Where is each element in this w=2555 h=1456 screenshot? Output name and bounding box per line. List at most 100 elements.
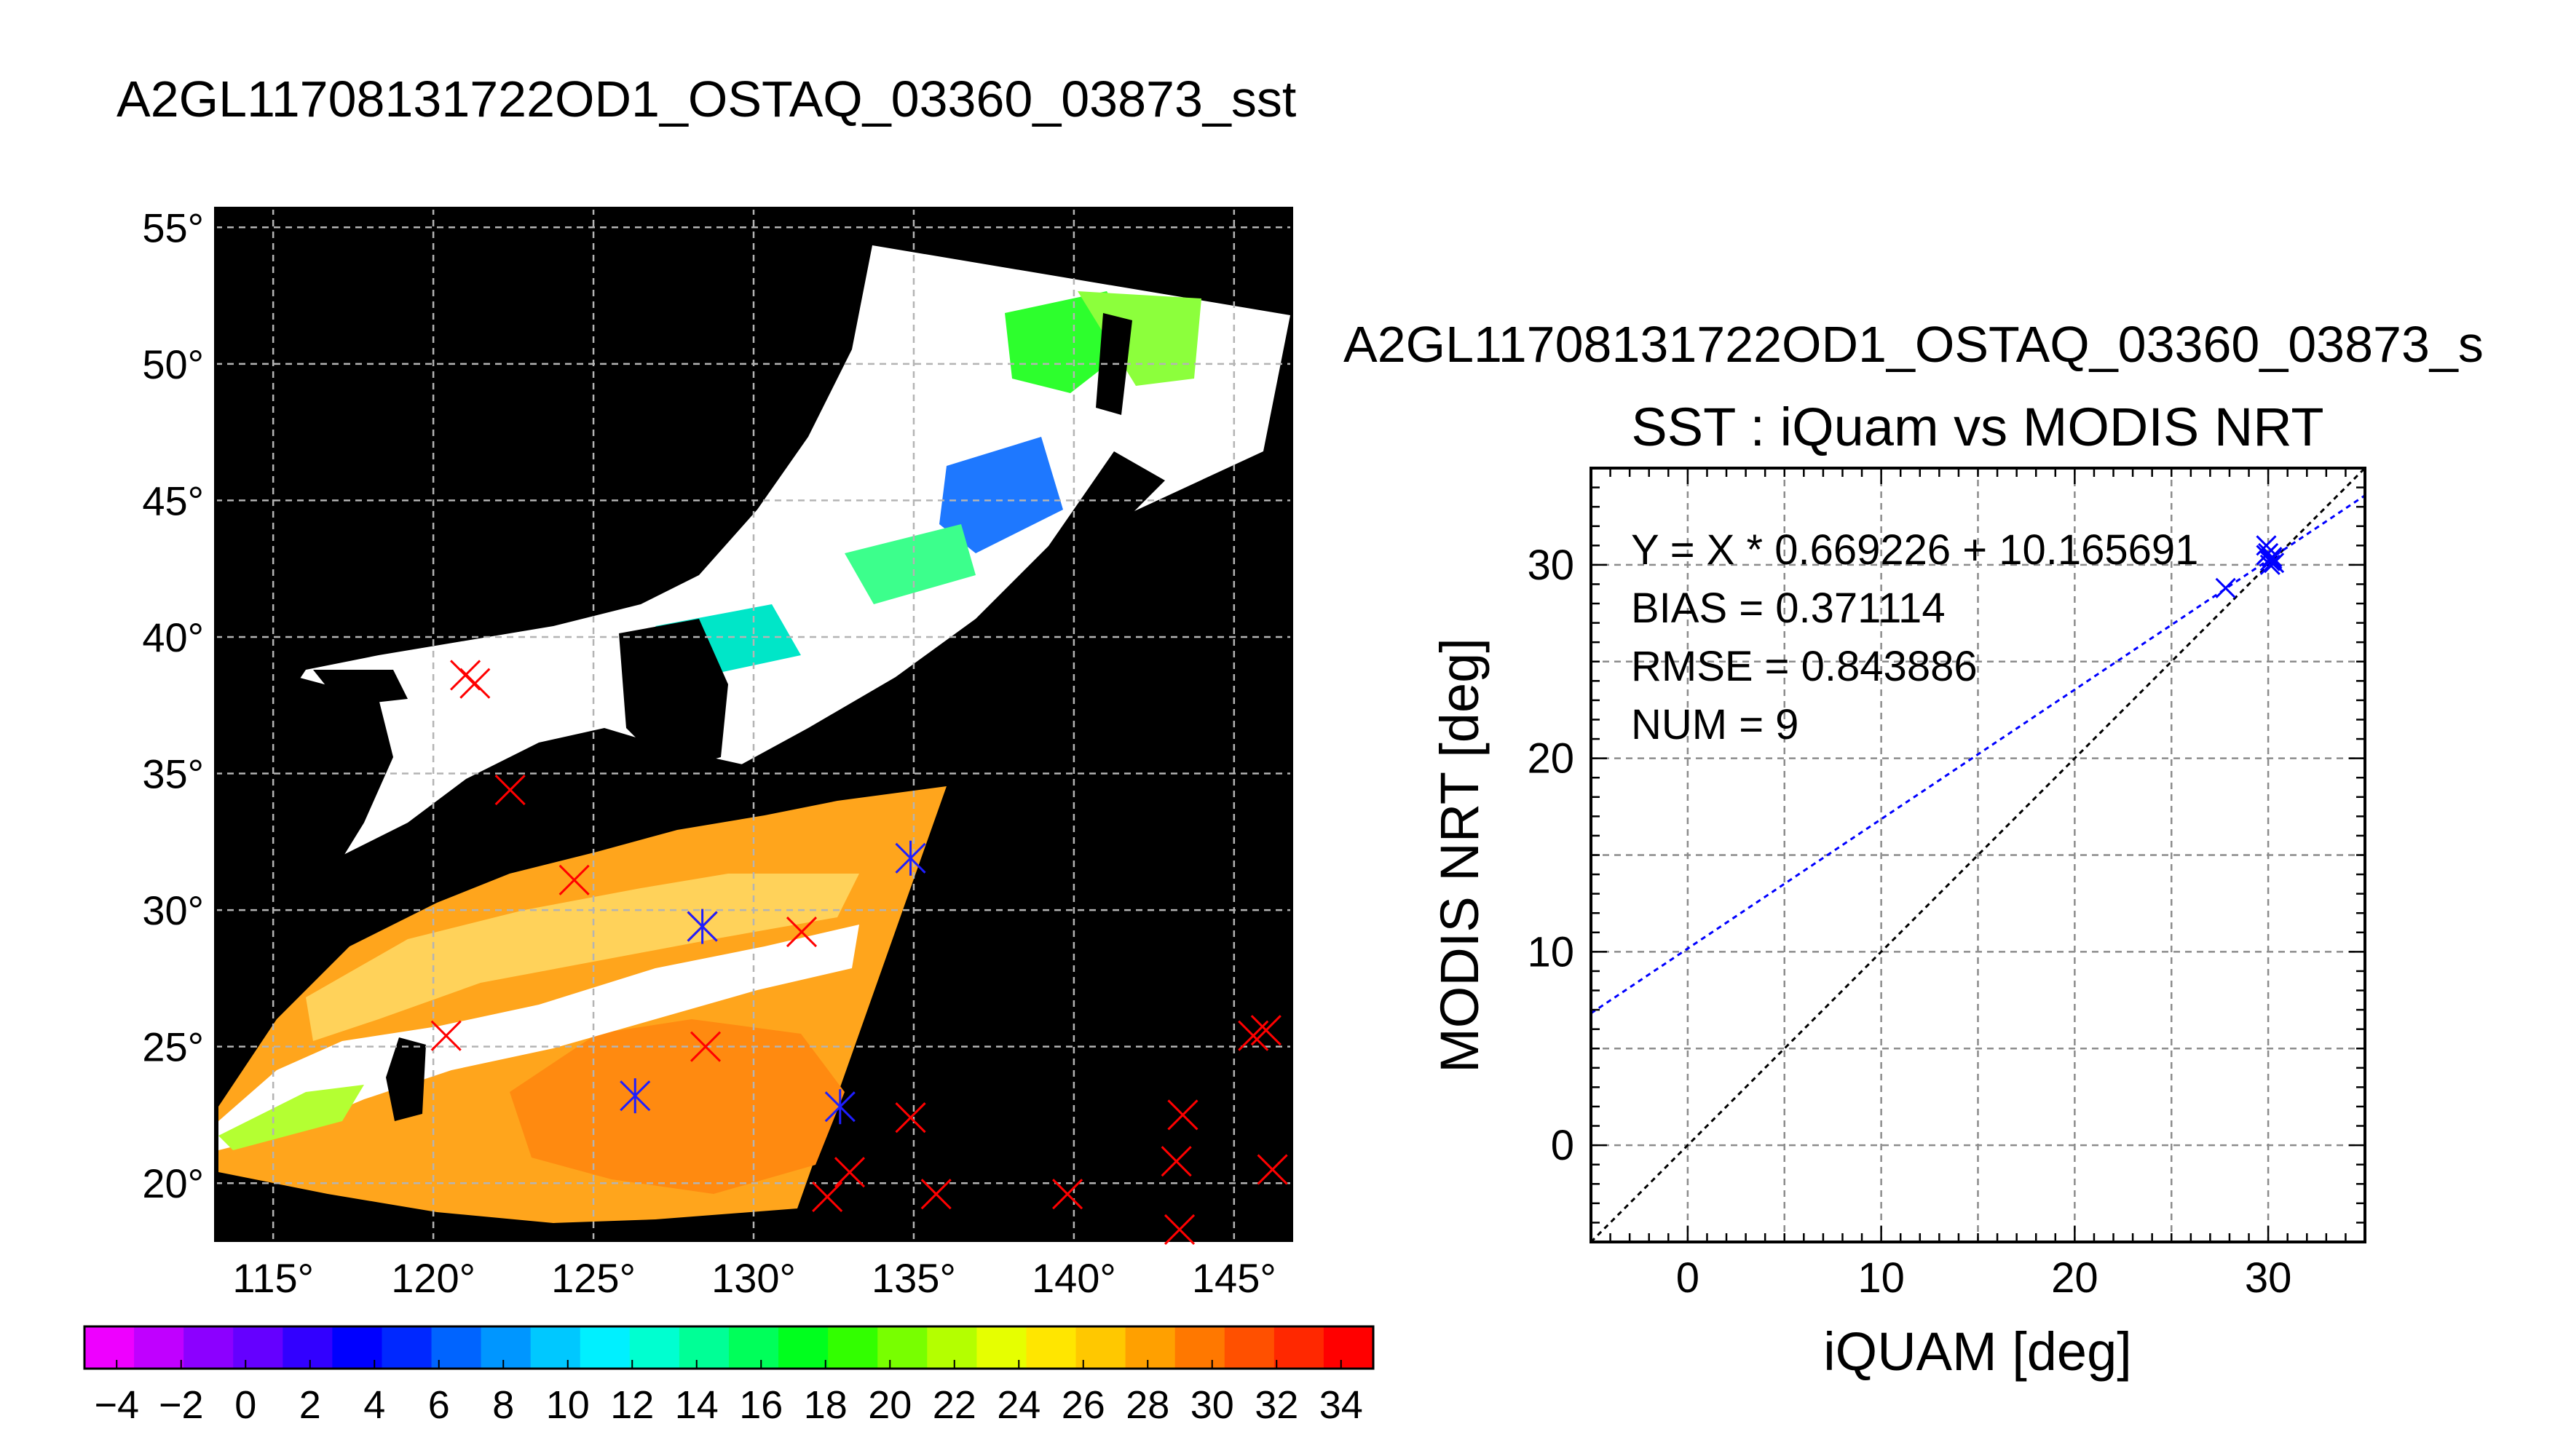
matchup-marker-red bbox=[920, 1179, 952, 1210]
scatter-y-tick-label: 10 bbox=[1527, 928, 1574, 976]
land-japan bbox=[721, 451, 1165, 808]
stat-bias: BIAS = 0.371114 bbox=[1631, 585, 1946, 632]
lon-tick-label: 140° bbox=[1032, 1255, 1116, 1301]
colorbar-swatch bbox=[1273, 1326, 1324, 1369]
colorbar-swatch bbox=[1174, 1326, 1225, 1369]
colorbar-label: 10 bbox=[546, 1383, 590, 1427]
lat-tick-label: 50° bbox=[142, 341, 204, 387]
lat-tick-label: 25° bbox=[142, 1024, 204, 1070]
colorbar-label: 22 bbox=[933, 1383, 976, 1427]
colorbar-labels: −4 −2 0 2 4 6 8 10 12 14 16 18 20 22 24 26 28 30 32 34 bbox=[94, 1383, 1362, 1427]
colorbar-swatch bbox=[431, 1326, 482, 1369]
lat-tick-label: 30° bbox=[142, 887, 204, 933]
colorbar-swatch bbox=[530, 1326, 581, 1369]
swath-sst-cool bbox=[306, 874, 859, 1041]
matchup-marker-blue bbox=[824, 1089, 856, 1125]
colorbar-label: 18 bbox=[804, 1383, 848, 1427]
sst-map: 115° 120° 125° 130° 135° 140° 145° 55° 50° 45° 40… bbox=[142, 205, 1293, 1301]
scatter-subtitle: SST : iQuam vs MODIS NRT bbox=[1631, 397, 2323, 457]
colorbar-swatch bbox=[778, 1326, 829, 1369]
colorbar-label: 20 bbox=[868, 1383, 912, 1427]
sst-patch-green-3 bbox=[845, 524, 976, 604]
colorbar-label: 28 bbox=[1126, 1383, 1169, 1427]
colorbar-swatch bbox=[382, 1326, 433, 1369]
colorbar-label: −4 bbox=[94, 1383, 139, 1427]
lon-tick-label: 115° bbox=[232, 1255, 314, 1301]
colorbar-label: 24 bbox=[997, 1383, 1040, 1427]
colorbar-label: 12 bbox=[610, 1383, 654, 1427]
colorbar bbox=[83, 1325, 1375, 1370]
scatter-point bbox=[2215, 577, 2236, 598]
map-grid bbox=[216, 208, 1292, 1241]
colorbar-swatch bbox=[877, 1326, 928, 1369]
lon-tick-label: 120° bbox=[391, 1255, 475, 1301]
colorbar-swatch bbox=[1224, 1326, 1275, 1369]
colorbar-label: 4 bbox=[363, 1383, 385, 1427]
lon-tick-label: 135° bbox=[872, 1255, 956, 1301]
colorbar-label: −2 bbox=[159, 1383, 204, 1427]
matchup-marker-red bbox=[494, 774, 526, 806]
colorbar-swatch bbox=[481, 1326, 532, 1369]
land-korea bbox=[619, 619, 728, 772]
matchup-markers bbox=[430, 660, 1288, 1246]
latitude-tick-labels: 55° 50° 45° 40° 35° 30° 25° 20° bbox=[142, 205, 204, 1206]
scatter-x-tick-label: 0 bbox=[1676, 1254, 1699, 1302]
colorbar-swatch bbox=[729, 1326, 779, 1369]
scatter-x-tick-label: 10 bbox=[1857, 1254, 1905, 1302]
matchup-marker-blue bbox=[620, 1078, 651, 1114]
scatter-xlabel: iQUAM [deg] bbox=[1823, 1321, 2132, 1382]
matchup-marker-red bbox=[786, 917, 818, 948]
colorbar-swatch bbox=[629, 1326, 680, 1369]
colorbar-label: 34 bbox=[1319, 1383, 1363, 1427]
colorbar-swatch bbox=[183, 1326, 234, 1369]
scatter-points bbox=[2215, 535, 2285, 598]
scatter-plot: Y = X * 0.669226 + 10.165691 BIAS = 0.37… bbox=[1429, 467, 2366, 1382]
map-title: A2GL11708131722OD1_OSTAQ_03360_03873_sst bbox=[117, 71, 1296, 127]
matchup-marker-red bbox=[1164, 1214, 1196, 1246]
lat-tick-label: 35° bbox=[142, 751, 204, 797]
matchup-marker-red bbox=[812, 1181, 843, 1213]
colorbar-label: 6 bbox=[428, 1383, 450, 1427]
scatter-point bbox=[2262, 547, 2283, 568]
lat-tick-label: 55° bbox=[142, 205, 204, 250]
matchup-marker-red bbox=[690, 1031, 722, 1062]
stat-rmse: RMSE = 0.843886 bbox=[1631, 643, 1978, 690]
colorbar-label: 14 bbox=[675, 1383, 719, 1427]
colorbar-label: 8 bbox=[492, 1383, 514, 1427]
sst-patch-lime bbox=[218, 1085, 364, 1150]
matchup-marker-red bbox=[459, 668, 491, 699]
matchup-marker-red bbox=[1257, 1154, 1288, 1185]
colorbar-swatch bbox=[927, 1326, 977, 1369]
lat-tick-label: 45° bbox=[142, 478, 204, 523]
matchup-marker-red bbox=[430, 1020, 462, 1051]
colorbar-swatch bbox=[1125, 1326, 1176, 1369]
colorbar-swatch bbox=[84, 1326, 135, 1369]
matchup-marker-red bbox=[558, 864, 590, 895]
scatter-y-tick-label: 30 bbox=[1527, 542, 1574, 589]
colorbar-label: 0 bbox=[234, 1383, 256, 1427]
sst-patch-blue bbox=[939, 437, 1063, 553]
colorbar-swatch bbox=[580, 1326, 631, 1369]
stat-regression: Y = X * 0.669226 + 10.165691 bbox=[1631, 526, 2198, 574]
colorbar-swatch bbox=[1026, 1326, 1077, 1369]
scatter-x-tick-label: 30 bbox=[2245, 1254, 2292, 1302]
scatter-y-tick-labels: 0 10 20 30 bbox=[1527, 542, 1574, 1169]
matchup-marker-red bbox=[1250, 1015, 1282, 1046]
colorbar-swatch bbox=[283, 1326, 333, 1369]
scatter-point bbox=[2256, 545, 2277, 566]
identity-line bbox=[1591, 468, 2365, 1242]
lat-tick-label: 20° bbox=[142, 1160, 204, 1206]
matchup-marker-blue bbox=[687, 909, 718, 944]
matchup-marker-red bbox=[1167, 1099, 1198, 1131]
colorbar-swatch bbox=[679, 1326, 730, 1369]
land-bohai bbox=[313, 670, 408, 706]
colorbar-swatch bbox=[233, 1326, 283, 1369]
scatter-frame bbox=[1590, 467, 2366, 1243]
colorbar-label: 2 bbox=[299, 1383, 321, 1427]
matchup-marker-red bbox=[1161, 1146, 1192, 1177]
matchup-marker-red bbox=[834, 1157, 866, 1188]
lon-tick-label: 145° bbox=[1192, 1255, 1276, 1301]
scatter-ylabel: MODIS NRT [deg] bbox=[1429, 638, 1490, 1073]
scatter-x-tick-label: 20 bbox=[2051, 1254, 2098, 1302]
